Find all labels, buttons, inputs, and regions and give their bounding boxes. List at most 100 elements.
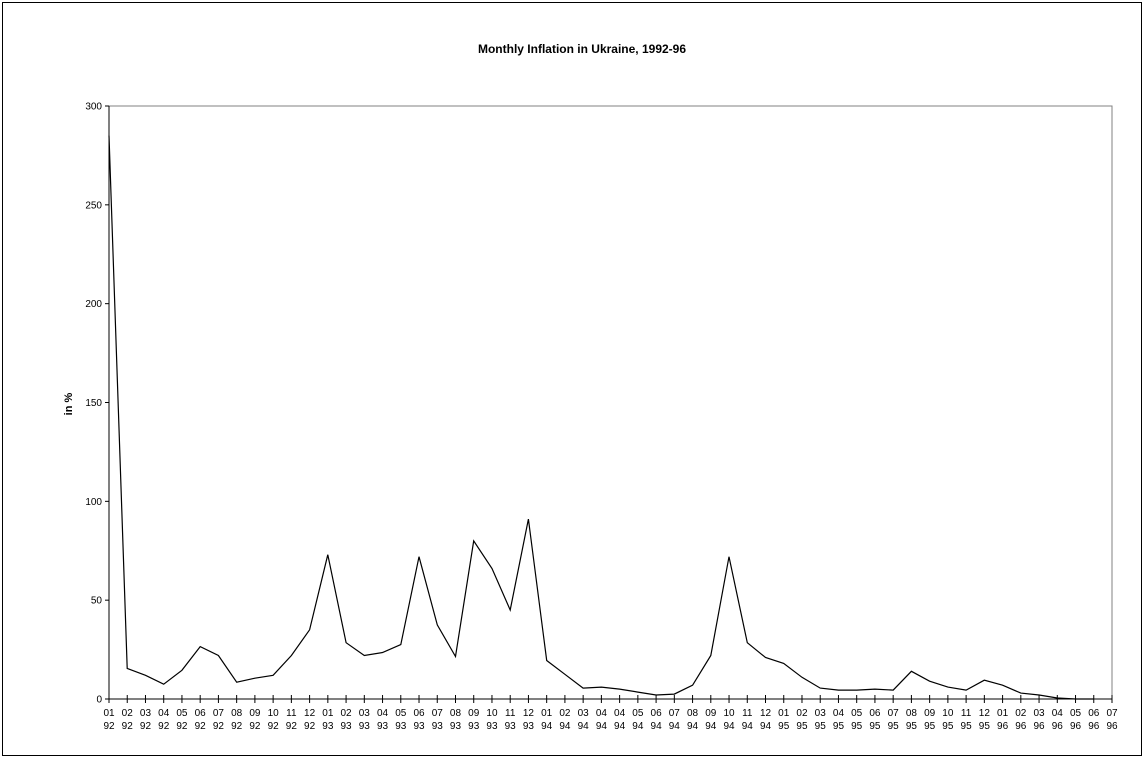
x-tick-label-year: 93	[341, 721, 353, 732]
x-tick-label-year: 94	[614, 721, 626, 732]
x-tick-label-month: 08	[231, 708, 243, 719]
x-tick-label-year: 96	[1070, 721, 1082, 732]
x-tick-label-year: 94	[632, 721, 644, 732]
x-tick-label-month: 07	[669, 708, 681, 719]
x-tick-label-year: 92	[249, 721, 261, 732]
y-tick-label: 300	[85, 102, 102, 113]
x-tick-label-year: 93	[468, 721, 480, 732]
x-tick-label-month: 07	[1106, 708, 1118, 719]
x-tick-label-year: 96	[1033, 721, 1045, 732]
x-tick-label-month: 11	[961, 708, 972, 719]
y-tick-label: 200	[85, 299, 102, 310]
x-tick-label-year: 94	[669, 721, 681, 732]
x-tick-label-month: 02	[796, 708, 808, 719]
x-tick-label-year: 93	[322, 721, 334, 732]
line-chart: Monthly Inflation in Ukraine, 1992-96 in…	[63, 42, 1118, 732]
x-tick-label-month: 05	[851, 708, 863, 719]
x-tick-label-month: 03	[815, 708, 827, 719]
x-tick-label-year: 96	[997, 721, 1009, 732]
x-tick-label-year: 92	[286, 721, 298, 732]
x-tick-label-month: 10	[942, 708, 954, 719]
x-tick-label-month: 05	[1070, 708, 1082, 719]
y-tick-label: 150	[85, 398, 102, 409]
x-tick-label-month: 06	[1088, 708, 1100, 719]
plot-area	[108, 105, 1113, 700]
x-tick-label-year: 94	[559, 721, 571, 732]
x-tick-label-month: 01	[322, 708, 334, 719]
x-tick-label-month: 09	[468, 708, 480, 719]
x-tick-label-month: 04	[1052, 708, 1064, 719]
x-tick-label-month: 03	[1033, 708, 1045, 719]
x-tick-label-month: 12	[304, 708, 316, 719]
x-tick-label-year: 92	[122, 721, 134, 732]
x-tick-label-year: 95	[796, 721, 808, 732]
x-tick-label-year: 95	[942, 721, 954, 732]
x-tick-label-year: 96	[1015, 721, 1027, 732]
x-tick-label-month: 08	[906, 708, 918, 719]
x-tick-label-year: 94	[723, 721, 735, 732]
x-tick-label-year: 93	[486, 721, 498, 732]
x-tick-label-month: 11	[286, 708, 297, 719]
x-tick-label-year: 95	[815, 721, 827, 732]
x-tick-label-month: 02	[559, 708, 571, 719]
x-tick-label-month: 04	[596, 708, 608, 719]
x-tick-label-year: 95	[851, 721, 863, 732]
chart-title: Monthly Inflation in Ukraine, 1992-96	[478, 42, 686, 56]
x-tick-label-month: 07	[213, 708, 225, 719]
x-tick-label-month: 02	[1015, 708, 1027, 719]
x-tick-label-month: 08	[450, 708, 462, 719]
x-tick-label-year: 93	[523, 721, 535, 732]
x-tick-label-year: 95	[869, 721, 881, 732]
x-tick-label-month: 04	[833, 708, 845, 719]
x-tick-label-month: 06	[869, 708, 881, 719]
x-tick-label-month: 10	[486, 708, 498, 719]
x-tick-label-year: 94	[687, 721, 699, 732]
x-tick-label-year: 92	[268, 721, 280, 732]
x-tick-label-year: 92	[103, 721, 115, 732]
y-axis-label: in %	[63, 392, 75, 415]
x-axis: 01 92 02 92 03 92 04 92 05 92 06 92 07 92 08 92 09 92 10 92…	[103, 695, 1118, 732]
x-tick-label-month: 04	[158, 708, 170, 719]
x-tick-label-year: 92	[176, 721, 188, 732]
x-tick-label-month: 04	[614, 708, 626, 719]
x-tick-label-year: 95	[924, 721, 936, 732]
x-tick-label-year: 95	[888, 721, 900, 732]
x-tick-label-year: 94	[541, 721, 553, 732]
x-tick-label-month: 02	[122, 708, 134, 719]
y-axis: 0 50 100 150 200 250 300	[85, 102, 110, 706]
x-tick-label-month: 11	[505, 708, 516, 719]
y-tick-label: 250	[85, 200, 102, 211]
x-tick-label-month: 10	[723, 708, 735, 719]
x-tick-label-month: 01	[778, 708, 790, 719]
x-tick-label-year: 96	[1052, 721, 1064, 732]
x-tick-label-year: 94	[742, 721, 754, 732]
x-tick-label-month: 12	[760, 708, 772, 719]
x-tick-label-month: 09	[249, 708, 261, 719]
x-tick-label-year: 92	[158, 721, 170, 732]
x-tick-label-year: 92	[231, 721, 243, 732]
x-tick-label-year: 96	[1088, 721, 1100, 732]
x-tick-label-year: 92	[140, 721, 152, 732]
x-tick-label-year: 93	[432, 721, 444, 732]
x-tick-label-year: 94	[760, 721, 772, 732]
x-tick-label-year: 93	[413, 721, 425, 732]
x-tick-label-month: 09	[705, 708, 717, 719]
x-tick-label-month: 06	[413, 708, 425, 719]
x-tick-label-month: 05	[395, 708, 407, 719]
x-tick-label-month: 03	[140, 708, 152, 719]
x-tick-label-month: 01	[997, 708, 1009, 719]
x-tick-label-month: 09	[924, 708, 936, 719]
x-tick-label-year: 93	[450, 721, 462, 732]
x-tick-label-month: 01	[103, 708, 115, 719]
x-tick-label-month: 07	[888, 708, 900, 719]
x-tick-label-month: 01	[541, 708, 553, 719]
x-tick-label-month: 12	[979, 708, 991, 719]
inflation-series-line	[108, 135, 1094, 700]
x-tick-label-month: 06	[195, 708, 207, 719]
x-tick-label-year: 95	[961, 721, 973, 732]
x-tick-label-month: 06	[651, 708, 663, 719]
x-tick-label-month: 02	[341, 708, 353, 719]
x-tick-label-month: 07	[432, 708, 444, 719]
x-tick-label-month: 03	[578, 708, 590, 719]
x-tick-label-year: 94	[651, 721, 663, 732]
